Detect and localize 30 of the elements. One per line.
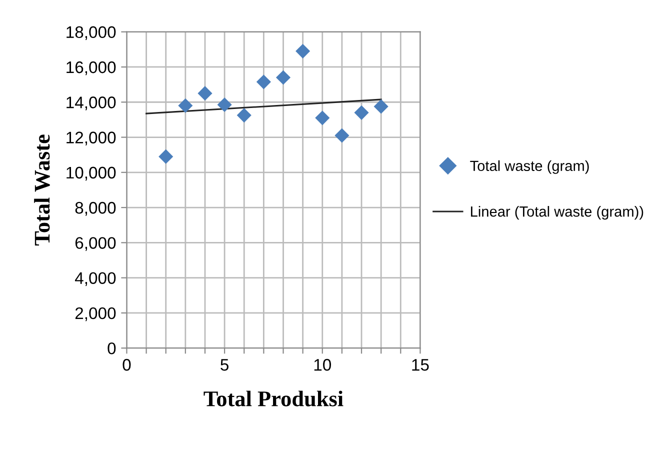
y-tick-label: 10,000 [66,166,116,181]
x-tick-label: 0 [122,358,131,371]
x-tick-label: 10 [314,358,331,371]
point [354,105,369,120]
x-axis-title: Total Produksi [204,390,344,406]
legend-label: Total waste (gram) [470,160,589,174]
y-tick-label: 18,000 [66,26,116,40]
point [296,44,310,58]
legend-label: Linear (Total waste (gram)) [470,206,644,220]
point [217,97,232,112]
point [198,86,212,101]
x-tick-label: 15 [412,359,429,371]
x-tick-label: 5 [220,359,228,371]
point [276,70,291,85]
y-tick-label: 8,000 [75,202,116,216]
y-tick-label: 6,000 [75,237,116,251]
point [334,128,350,143]
point [374,99,388,114]
point [256,74,271,90]
y-axis-title: Total Waste [34,134,50,246]
y-tick-label: 16,000 [66,61,116,76]
point [158,149,174,164]
y-tick-label: 14,000 [66,96,116,110]
y-tick-label: 2,000 [75,307,116,322]
point [236,108,252,123]
y-tick-label: 4,000 [74,272,116,286]
point [315,110,330,126]
point [178,98,193,113]
y-tick-label: 0 [108,342,116,354]
y-tick-label: 12,000 [66,132,116,146]
